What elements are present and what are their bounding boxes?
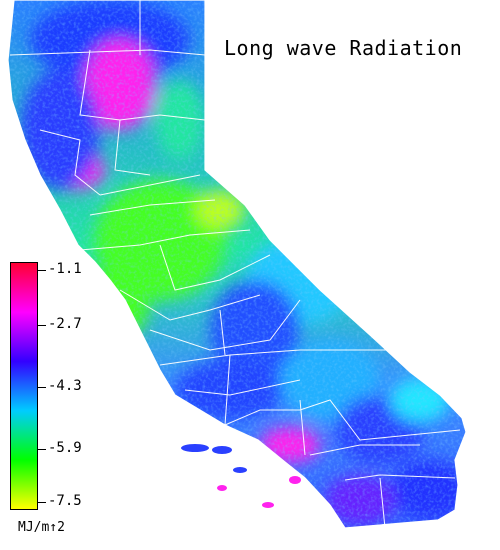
legend-tick-label: -5.9 <box>48 440 82 456</box>
legend-colorbar <box>10 262 38 510</box>
legend-tick <box>38 387 46 388</box>
legend-tick-label: -1.1 <box>48 261 82 277</box>
legend-unit: MJ/m↑2 <box>18 520 65 535</box>
legend-tick-label: -2.7 <box>48 316 82 332</box>
color-legend: -1.1 -2.7 -4.3 -5.9 -7.5 MJ/m↑2 <box>10 261 120 542</box>
legend-tick <box>38 325 46 326</box>
legend-tick <box>38 270 46 271</box>
legend-tick-label: -7.5 <box>48 493 82 509</box>
legend-tick-label: -4.3 <box>48 378 82 394</box>
state-outline <box>7 0 467 529</box>
map-title: Long wave Radiation <box>224 36 463 60</box>
legend-tick <box>38 502 46 503</box>
channel-islands <box>181 444 301 508</box>
legend-tick <box>38 449 46 450</box>
county-boundaries <box>9 0 461 528</box>
